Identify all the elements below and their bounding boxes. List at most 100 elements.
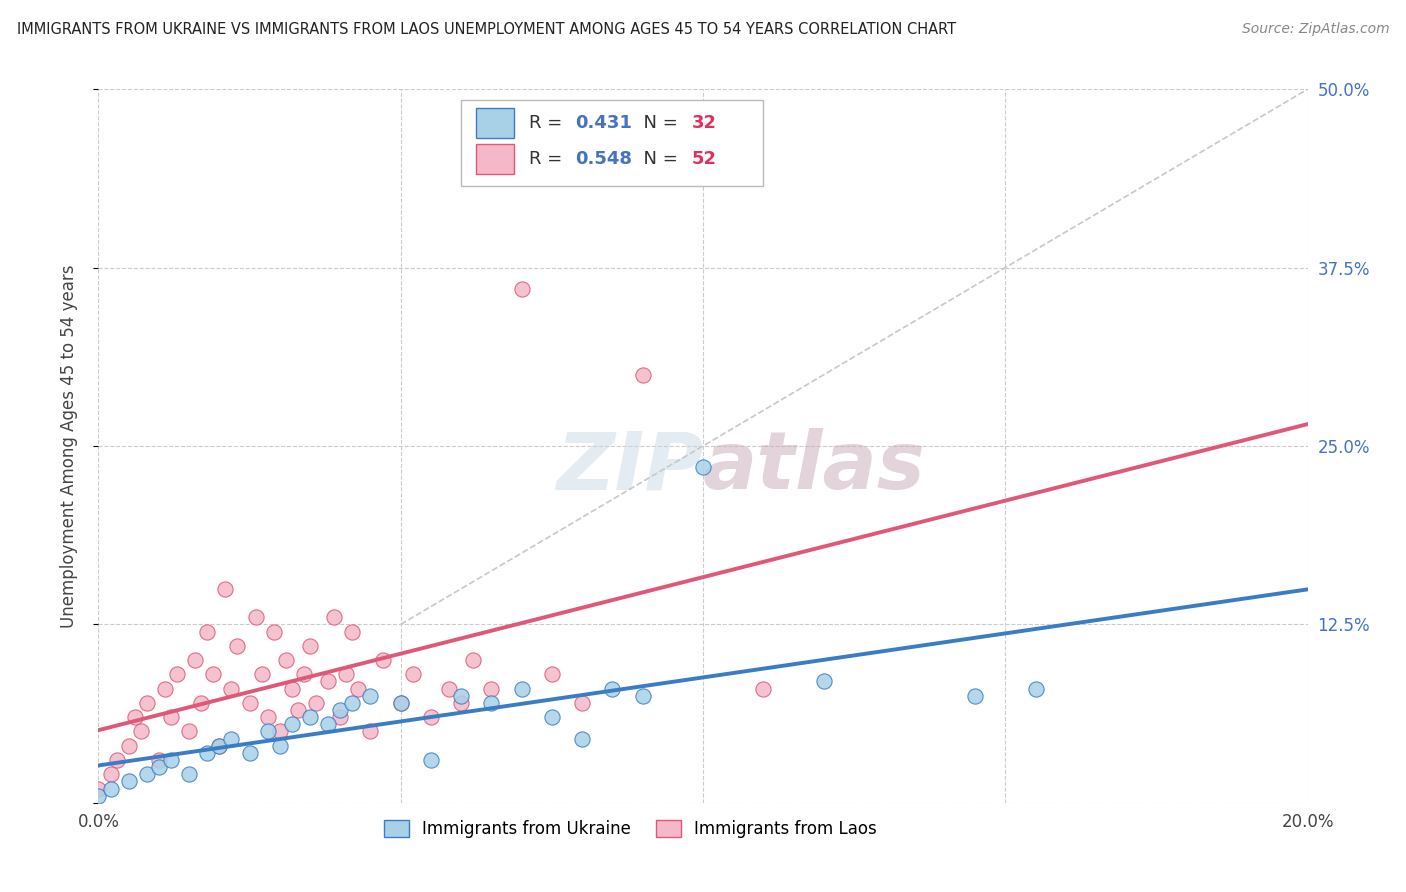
Point xyxy=(463,653,485,667)
Point xyxy=(195,624,218,639)
FancyBboxPatch shape xyxy=(475,109,515,138)
Point xyxy=(329,703,352,717)
Point xyxy=(221,731,243,746)
Point xyxy=(316,674,339,689)
Text: 32: 32 xyxy=(692,114,717,132)
Point xyxy=(118,774,141,789)
Text: 0.431: 0.431 xyxy=(575,114,631,132)
Point xyxy=(166,667,188,681)
Point xyxy=(202,667,225,681)
Point xyxy=(148,753,170,767)
Point xyxy=(420,753,443,767)
Point xyxy=(160,753,183,767)
Point xyxy=(323,610,346,624)
Point xyxy=(239,696,262,710)
Point xyxy=(292,667,315,681)
Y-axis label: Unemployment Among Ages 45 to 54 years: Unemployment Among Ages 45 to 54 years xyxy=(59,264,77,628)
Point xyxy=(371,653,394,667)
Point xyxy=(195,746,218,760)
Point xyxy=(299,639,322,653)
Point xyxy=(87,789,110,803)
Point xyxy=(437,681,460,696)
Text: R =: R = xyxy=(529,114,568,132)
Point xyxy=(190,696,212,710)
Point xyxy=(135,696,157,710)
Point xyxy=(226,639,249,653)
Point xyxy=(87,781,110,796)
Point xyxy=(208,739,231,753)
Point xyxy=(153,681,176,696)
Point xyxy=(179,724,201,739)
Point xyxy=(571,696,593,710)
Point xyxy=(360,689,382,703)
Text: IMMIGRANTS FROM UKRAINE VS IMMIGRANTS FROM LAOS UNEMPLOYMENT AMONG AGES 45 TO 54: IMMIGRANTS FROM UKRAINE VS IMMIGRANTS FR… xyxy=(17,22,956,37)
Point xyxy=(631,368,654,382)
Text: 0.548: 0.548 xyxy=(575,150,631,168)
Point xyxy=(105,753,128,767)
Point xyxy=(135,767,157,781)
Point xyxy=(179,767,201,781)
Point xyxy=(274,653,297,667)
FancyBboxPatch shape xyxy=(475,145,515,174)
Point xyxy=(148,760,170,774)
Point xyxy=(692,460,714,475)
Point xyxy=(347,681,370,696)
Point xyxy=(160,710,183,724)
Text: ZIP: ZIP xyxy=(555,428,703,507)
Point xyxy=(389,696,412,710)
Point xyxy=(360,724,382,739)
Point xyxy=(305,696,328,710)
Point xyxy=(184,653,207,667)
Point xyxy=(420,710,443,724)
Point xyxy=(342,696,364,710)
Point xyxy=(602,681,624,696)
Point xyxy=(813,674,835,689)
Point xyxy=(208,739,231,753)
Point xyxy=(239,746,262,760)
Point xyxy=(245,610,267,624)
Point xyxy=(510,282,533,296)
Point xyxy=(481,696,503,710)
Point xyxy=(129,724,152,739)
Point xyxy=(100,767,122,781)
Point xyxy=(214,582,236,596)
Point xyxy=(281,681,304,696)
Point xyxy=(269,724,291,739)
Text: 52: 52 xyxy=(692,150,717,168)
Point xyxy=(402,667,425,681)
Point xyxy=(269,739,291,753)
Point xyxy=(335,667,357,681)
Legend: Immigrants from Ukraine, Immigrants from Laos: Immigrants from Ukraine, Immigrants from… xyxy=(377,813,884,845)
Point xyxy=(263,624,285,639)
Point xyxy=(450,689,472,703)
Point xyxy=(965,689,987,703)
Point xyxy=(124,710,146,724)
Point xyxy=(287,703,309,717)
Text: R =: R = xyxy=(529,150,568,168)
Point xyxy=(316,717,339,731)
Point xyxy=(510,681,533,696)
Point xyxy=(389,696,412,710)
Point xyxy=(256,724,278,739)
Point xyxy=(329,710,352,724)
Point xyxy=(221,681,243,696)
Text: N =: N = xyxy=(631,150,683,168)
Point xyxy=(1024,681,1046,696)
Point xyxy=(631,689,654,703)
Point xyxy=(540,710,562,724)
Text: atlas: atlas xyxy=(703,428,925,507)
Point xyxy=(281,717,304,731)
Point xyxy=(100,781,122,796)
Point xyxy=(571,731,593,746)
Point xyxy=(342,624,364,639)
FancyBboxPatch shape xyxy=(461,100,763,186)
Point xyxy=(118,739,141,753)
Point xyxy=(752,681,775,696)
Point xyxy=(481,681,503,696)
Text: N =: N = xyxy=(631,114,683,132)
Text: Source: ZipAtlas.com: Source: ZipAtlas.com xyxy=(1241,22,1389,37)
Point xyxy=(256,710,278,724)
Point xyxy=(540,667,562,681)
Point xyxy=(450,696,472,710)
Point xyxy=(250,667,273,681)
